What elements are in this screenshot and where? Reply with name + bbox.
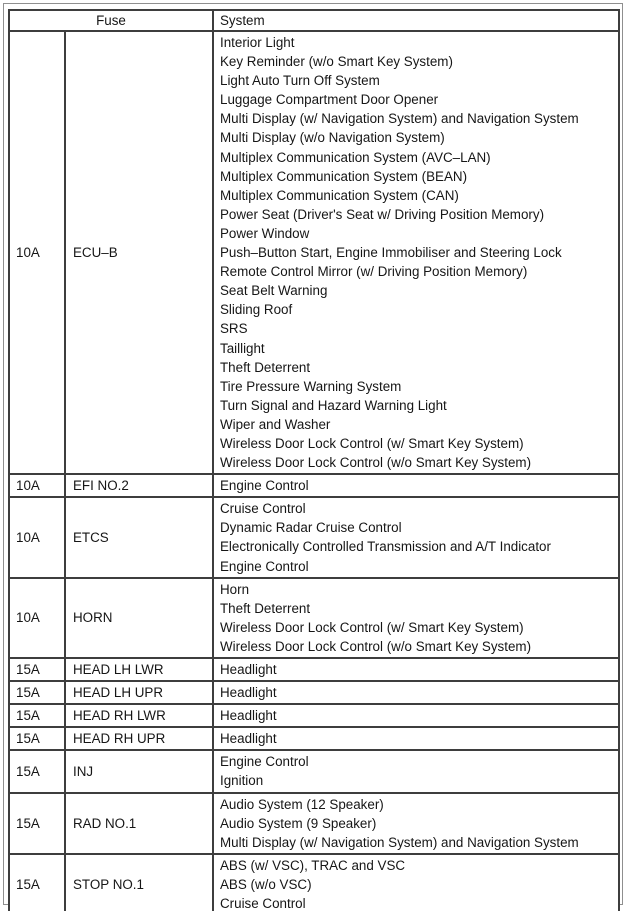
system-line: Horn [220, 581, 250, 597]
fuse-amp-cell: 10A [8, 473, 66, 499]
fuse-amp-cell: 15A [8, 656, 66, 683]
fuse-amp-cell: 15A [8, 726, 66, 752]
system-line: Theft Deterrent [220, 359, 311, 375]
system-column-header: System [212, 9, 620, 32]
table-header-row: Fuse System [8, 9, 620, 32]
system-line: Electronically Controlled Transmission a… [220, 539, 551, 555]
system-list-cell: ABS (w/ VSC), TRAC and VSC ABS (w/o VSC) C… [212, 852, 620, 911]
fuse-amp-cell: 10A [8, 496, 66, 579]
table-row: 15A INJ Engine Control Ignition [8, 749, 620, 794]
system-line: Wireless Door Lock Control (w/ Smart Key… [220, 619, 524, 635]
system-line: Wireless Door Lock Control (w/o Smart Ke… [220, 638, 532, 654]
table-row: 10A HORN Horn Theft Deterrent Wireless Door … [8, 576, 620, 660]
system-line: Headlight [220, 685, 277, 701]
table-row: 10A ETCS Cruise Control Dynamic Radar Cruis… [8, 496, 620, 579]
system-line: Turn Signal and Hazard Warning Light [220, 397, 447, 413]
system-line: Luggage Compartment Door Opener [220, 92, 439, 108]
fuse-name-cell: HEAD LH UPR [64, 680, 214, 706]
system-line: Headlight [220, 708, 277, 724]
fuse-specification-table: Fuse System 10A ECU–B Interior Light Key Re… [8, 9, 620, 911]
table-row: 15A STOP NO.1 ABS (w/ VSC), TRAC and VSC AB… [8, 852, 620, 911]
system-line: Dynamic Radar Cruise Control [220, 520, 402, 536]
system-line: Light Auto Turn Off System [220, 73, 380, 89]
table-row: 15A HEAD RH UPR Headlight [8, 726, 620, 752]
system-line: Push–Button Start, Engine Immobiliser an… [220, 245, 562, 261]
fuse-amp-cell: 15A [8, 749, 66, 794]
system-line: Power Seat (Driver's Seat w/ Driving Pos… [220, 206, 545, 222]
system-line: Theft Deterrent [220, 600, 311, 616]
fuse-name-cell: ETCS [64, 496, 214, 579]
system-line: Multiplex Communication System (AVC–LAN) [220, 149, 491, 165]
system-list-cell: Headlight [212, 726, 620, 752]
system-line: Engine Control [220, 478, 309, 494]
fuse-name-cell: HORN [64, 576, 214, 660]
table-row: 15A HEAD LH LWR Headlight [8, 656, 620, 683]
system-list-cell: Cruise Control Dynamic Radar Cruise Contr… [212, 496, 620, 579]
fuse-amp-cell: 15A [8, 852, 66, 911]
fuse-name-cell: HEAD RH LWR [64, 703, 214, 729]
table-row: 10A ECU–B Interior Light Key Reminder (w/o … [8, 29, 620, 476]
system-line: Wireless Door Lock Control (w/o Smart Ke… [220, 455, 532, 471]
system-line: Audio System (9 Speaker) [220, 815, 377, 831]
system-line: Remote Control Mirror (w/ Driving Positi… [220, 264, 528, 280]
system-list-cell: Audio System (12 Speaker) Audio System (9… [212, 791, 620, 855]
system-line: Cruise Control [220, 896, 306, 911]
system-line: Taillight [220, 340, 265, 356]
system-line: Engine Control [220, 754, 309, 770]
system-line: Headlight [220, 731, 277, 747]
fuse-name-cell: HEAD RH UPR [64, 726, 214, 752]
system-line: Wireless Door Lock Control (w/ Smart Key… [220, 435, 524, 451]
fuse-amp-cell: 15A [8, 680, 66, 706]
table-row: 15A HEAD LH UPR Headlight [8, 680, 620, 706]
fuse-name-cell: EFI NO.2 [64, 473, 214, 499]
fuse-column-header: Fuse [8, 9, 214, 32]
system-line: Sliding Roof [220, 302, 293, 318]
system-line: Key Reminder (w/o Smart Key System) [220, 54, 453, 70]
fuse-amp-cell: 15A [8, 791, 66, 855]
system-list-cell: Horn Theft Deterrent Wireless Door Lock Co… [212, 576, 620, 660]
system-line: Audio System (12 Speaker) [220, 796, 384, 812]
system-list-cell: Headlight [212, 703, 620, 729]
system-line: ABS (w/ VSC), TRAC and VSC [220, 857, 406, 873]
system-line: Multi Display (w/ Navigation System) and… [220, 111, 579, 127]
fuse-name-cell: HEAD LH LWR [64, 656, 214, 683]
fuse-amp-cell: 10A [8, 29, 66, 476]
system-line: SRS [220, 321, 248, 337]
fuse-name-cell: INJ [64, 749, 214, 794]
system-line: Multi Display (w/o Navigation System) [220, 130, 445, 146]
system-line: Multiplex Communication System (BEAN) [220, 168, 468, 184]
fuse-amp-cell: 15A [8, 703, 66, 729]
system-list-cell: Headlight [212, 680, 620, 706]
system-line: Seat Belt Warning [220, 283, 328, 299]
table-row: 10A EFI NO.2 Engine Control [8, 473, 620, 499]
fuse-amp-cell: 10A [8, 576, 66, 660]
system-list-cell: Headlight [212, 656, 620, 683]
system-line: Tire Pressure Warning System [220, 378, 402, 394]
table-row: 15A HEAD RH LWR Headlight [8, 703, 620, 729]
table-row: 15A RAD NO.1 Audio System (12 Speaker) Audi… [8, 791, 620, 855]
system-list-cell: Interior Light Key Reminder (w/o Smart Ke… [212, 29, 620, 476]
fuse-name-cell: ECU–B [64, 29, 214, 476]
system-line: Interior Light [220, 35, 295, 50]
system-line: Wiper and Washer [220, 416, 331, 432]
fuse-name-cell: STOP NO.1 [64, 852, 214, 911]
system-line: Ignition [220, 773, 264, 789]
system-line: Multiplex Communication System (CAN) [220, 187, 459, 203]
system-list-cell: Engine Control [212, 473, 620, 499]
system-line: Cruise Control [220, 501, 306, 517]
fuse-name-cell: RAD NO.1 [64, 791, 214, 855]
fuse-table-body: 10A ECU–B Interior Light Key Reminder (w/o … [8, 29, 620, 911]
system-line: Headlight [220, 662, 277, 677]
system-line: Power Window [220, 225, 310, 241]
system-line: ABS (w/o VSC) [220, 876, 312, 892]
system-list-cell: Engine Control Ignition [212, 749, 620, 794]
system-line: Multi Display (w/ Navigation System) and… [220, 834, 579, 850]
system-line: Engine Control [220, 558, 309, 574]
